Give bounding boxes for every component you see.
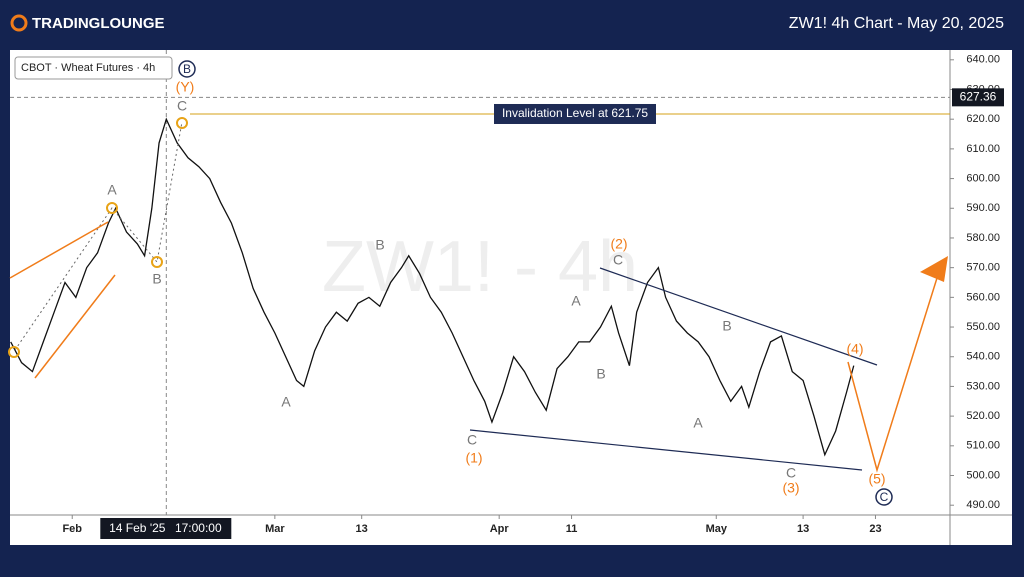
- pivot: [8, 346, 20, 358]
- crosshair-date: 14 Feb '25: [109, 521, 166, 535]
- wave-label: B: [596, 366, 605, 382]
- wave-label: A: [107, 182, 117, 198]
- y-tick-label: 550.00: [966, 321, 1000, 333]
- circle-label: [875, 488, 893, 506]
- y-tick-label: 600.00: [966, 172, 1000, 184]
- y-tick-label: 530.00: [966, 380, 1000, 392]
- x-tick-label: Mar: [265, 523, 285, 535]
- x-tick-label: Feb: [62, 523, 82, 535]
- crosshair-time: 17:00:00: [175, 521, 222, 535]
- x-tick-label: May: [706, 523, 728, 535]
- projection: [847, 277, 938, 473]
- y-tick-label: 540.00: [966, 351, 1000, 363]
- y-tick-label: 570.00: [966, 262, 1000, 274]
- logo: TRADINGLOUNGE: [10, 14, 165, 32]
- wave-label: (5): [868, 471, 885, 487]
- logo-text: TRADINGLOUNGE: [32, 15, 165, 32]
- x-tick-label: 11: [566, 523, 578, 535]
- wave-label: C: [880, 490, 889, 504]
- pivot: [106, 202, 118, 214]
- wave-label: B: [152, 271, 161, 287]
- wave-path: [14, 121, 183, 351]
- wave-label: (4): [846, 341, 863, 357]
- wave-label: C: [786, 465, 796, 481]
- x-tick-label: 13: [797, 523, 809, 535]
- x-tick-label: Apr: [490, 523, 510, 535]
- projection-arrow: [920, 256, 948, 282]
- chart-area: [10, 50, 1012, 545]
- wave-label: (Y): [176, 79, 195, 95]
- y-tick-label: 610.00: [966, 143, 1000, 155]
- header-title: ZW1! 4h Chart - May 20, 2025: [789, 15, 1004, 32]
- wave-label: C: [177, 98, 187, 114]
- invalidation-label: Invalidation Level at 621.75: [502, 106, 648, 120]
- y-tick-label: 590.00: [966, 202, 1000, 214]
- symbol-box: [14, 56, 173, 80]
- logo-icon: [10, 14, 28, 32]
- circle-label: [178, 60, 196, 78]
- wave-label: A: [281, 394, 291, 410]
- y-tick-label: 560.00: [966, 291, 1000, 303]
- wave-lines: [8, 60, 948, 506]
- wave-label: B: [375, 237, 384, 253]
- watermark: ZW1! - 4h: [322, 227, 638, 307]
- y-tick-label: 640.00: [966, 54, 1000, 66]
- wave-label: C: [613, 252, 623, 268]
- channel-line: [34, 274, 116, 379]
- price-label: 627.36: [960, 90, 997, 104]
- wave-labels: (Y) C A B A B C (1) (2) C A B B A C (3) …: [107, 62, 888, 504]
- y-tick-label: 510.00: [966, 440, 1000, 452]
- wave-label: A: [693, 415, 703, 431]
- wave-label: B: [183, 62, 191, 76]
- invalidation-box: [494, 103, 656, 124]
- wave-label: (3): [782, 480, 799, 496]
- y-tick-label: 620.00: [966, 113, 1000, 125]
- wave-label: A: [571, 293, 581, 309]
- symbol: CBOT · Wheat Futures · 4h: [21, 62, 155, 74]
- trend-line: [469, 429, 863, 471]
- price-label-box: [952, 88, 1004, 107]
- crosshair-box: [100, 518, 232, 539]
- trend-line: [599, 267, 878, 366]
- wave-label: C: [467, 432, 477, 448]
- plot: 490.00 500.00 510.00 520.00 530.00 540.00 550.…: [10, 50, 1004, 539]
- y-tick-label: 520.00: [966, 410, 1000, 422]
- wave-label: B: [722, 318, 731, 334]
- price-series: [10, 117, 855, 457]
- x-tick-label: 23: [869, 523, 881, 535]
- wave-label: (2): [610, 236, 627, 252]
- pivot: [151, 256, 163, 268]
- wave-label: (1): [465, 450, 482, 466]
- y-tick-label: 500.00: [966, 469, 1000, 481]
- pivot: [176, 117, 188, 129]
- y-tick-label: 490.00: [966, 499, 1000, 511]
- channel-line: [9, 221, 109, 279]
- y-tick-label: 580.00: [966, 232, 1000, 244]
- x-tick-label: 13: [356, 523, 368, 535]
